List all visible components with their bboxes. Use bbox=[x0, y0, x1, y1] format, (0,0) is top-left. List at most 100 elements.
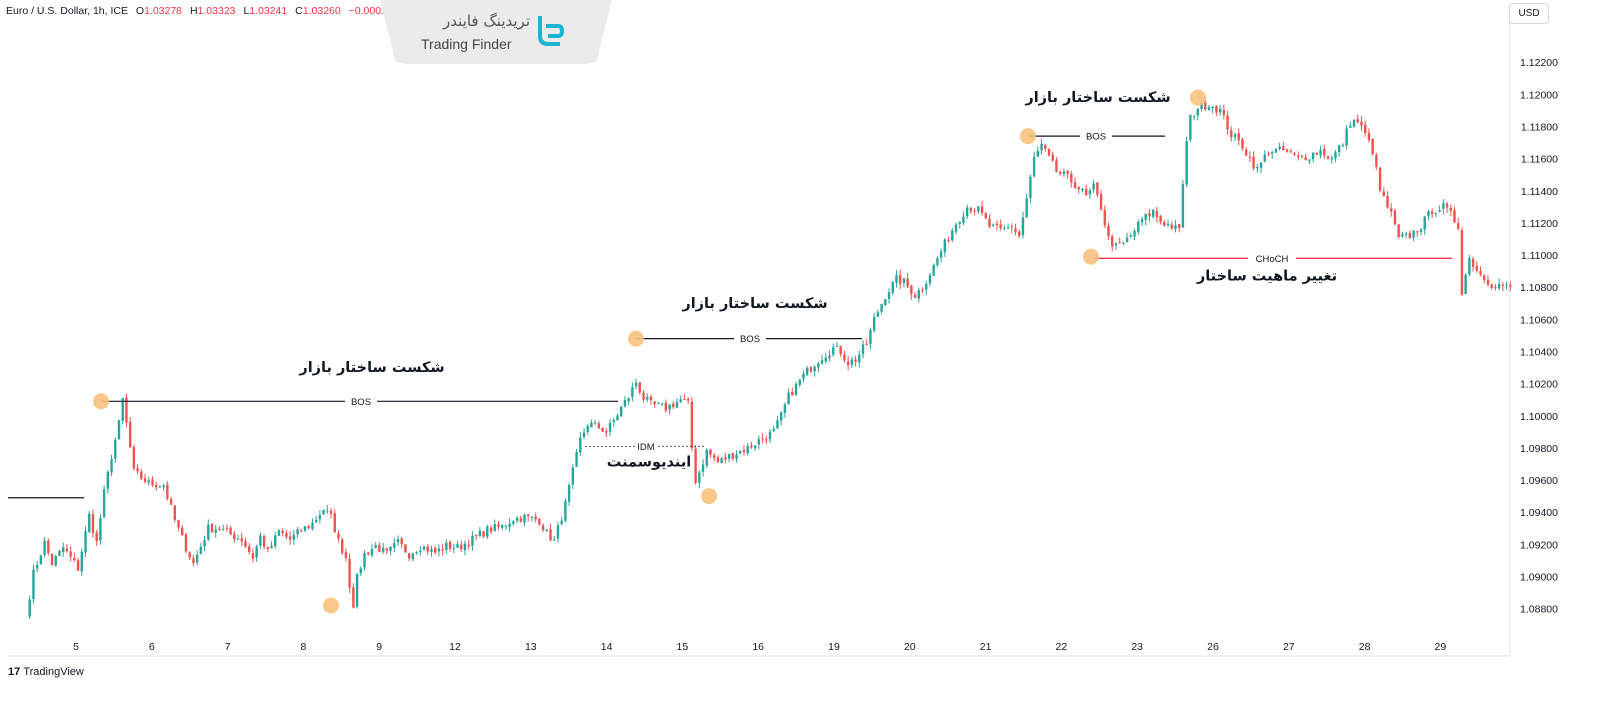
candle-body bbox=[980, 206, 984, 213]
candle-body bbox=[787, 392, 790, 405]
candle-body bbox=[322, 509, 325, 515]
candle-body bbox=[229, 527, 232, 535]
candle-body bbox=[616, 415, 619, 421]
candle-body bbox=[199, 546, 203, 554]
candle-body bbox=[1085, 188, 1088, 196]
candle-body bbox=[370, 549, 374, 556]
x-tick-label[interactable]: 9 bbox=[376, 641, 382, 653]
candle-body bbox=[28, 599, 31, 617]
candle-body bbox=[35, 564, 39, 569]
candle-body bbox=[1166, 223, 1170, 225]
y-tick-label: 1.09200 bbox=[1520, 539, 1558, 551]
x-tick-label[interactable]: 19 bbox=[828, 641, 840, 653]
candle-body bbox=[1233, 134, 1237, 138]
candle-body bbox=[132, 447, 136, 469]
candle-body bbox=[177, 520, 180, 528]
trading-finder-logo-icon bbox=[538, 16, 564, 46]
candle-body bbox=[363, 552, 366, 568]
candle-body bbox=[1204, 102, 1207, 110]
candle-body bbox=[1382, 191, 1385, 196]
x-tick-label[interactable]: 16 bbox=[752, 641, 764, 653]
candle-body bbox=[895, 274, 898, 283]
candle-body bbox=[110, 459, 113, 473]
x-tick-label[interactable]: 6 bbox=[149, 641, 155, 653]
y-tick-label: 1.10000 bbox=[1520, 411, 1558, 423]
x-tick-label[interactable]: 23 bbox=[1131, 641, 1143, 653]
candle-body bbox=[579, 437, 582, 453]
x-tick-label[interactable]: 20 bbox=[904, 641, 916, 653]
candle-body bbox=[1449, 208, 1452, 211]
candle-body bbox=[1445, 203, 1449, 208]
candle-body bbox=[683, 399, 686, 401]
candle-body bbox=[143, 478, 147, 482]
currency-button[interactable]: USD bbox=[1509, 3, 1549, 24]
x-tick-label[interactable]: 12 bbox=[449, 641, 461, 653]
candle-body bbox=[255, 546, 258, 558]
candle-body bbox=[181, 527, 184, 536]
candle-body bbox=[76, 560, 80, 571]
candle-body bbox=[91, 514, 95, 534]
candle-body bbox=[1159, 215, 1162, 223]
candle-body bbox=[482, 531, 485, 537]
candle-body bbox=[575, 451, 578, 467]
candle-body bbox=[292, 534, 296, 540]
candle-body bbox=[1237, 133, 1240, 141]
idm-label: IDM bbox=[637, 442, 655, 453]
candle-body bbox=[727, 454, 731, 459]
candle-body bbox=[236, 538, 240, 540]
candle-body bbox=[806, 368, 809, 375]
candle-body bbox=[1144, 213, 1147, 220]
candle-body bbox=[296, 529, 299, 535]
candle-body bbox=[1092, 183, 1095, 190]
candle-body bbox=[381, 547, 385, 552]
candle-body bbox=[407, 553, 411, 559]
candle-body bbox=[646, 397, 649, 400]
candle-body bbox=[497, 524, 500, 527]
x-tick-label[interactable]: 26 bbox=[1207, 641, 1219, 653]
candle-body bbox=[337, 533, 340, 539]
candle-body bbox=[385, 548, 389, 551]
x-tick-label[interactable]: 7 bbox=[225, 641, 231, 653]
candle-body bbox=[939, 251, 943, 258]
x-tick-label[interactable]: 15 bbox=[677, 641, 689, 653]
x-tick-label[interactable]: 22 bbox=[1056, 641, 1068, 653]
candle-body bbox=[155, 484, 158, 488]
candle-body bbox=[768, 431, 772, 440]
candle-body bbox=[958, 221, 961, 224]
x-tick-label[interactable]: 28 bbox=[1359, 641, 1371, 653]
bos-caption: شکست ساختار بازار bbox=[298, 360, 444, 376]
candle-body bbox=[553, 539, 556, 541]
candle-body bbox=[1081, 188, 1084, 190]
candle-body bbox=[690, 401, 694, 449]
x-tick-label[interactable]: 21 bbox=[980, 641, 992, 653]
candle-body bbox=[184, 534, 188, 552]
candle-body bbox=[1018, 231, 1021, 236]
candle-body bbox=[1252, 156, 1255, 169]
candle-body bbox=[951, 230, 954, 241]
candle-body bbox=[869, 329, 872, 345]
x-tick-label[interactable]: 8 bbox=[300, 641, 306, 653]
x-tick-label[interactable]: 13 bbox=[525, 641, 537, 653]
y-tick-label: 1.09400 bbox=[1520, 507, 1558, 519]
candle-body bbox=[1107, 225, 1110, 237]
candle-body bbox=[448, 541, 452, 549]
close-label: C bbox=[295, 5, 303, 17]
candle-body bbox=[218, 528, 221, 530]
x-tick-label[interactable]: 27 bbox=[1283, 641, 1295, 653]
x-tick-label[interactable]: 14 bbox=[601, 641, 613, 653]
candle-body bbox=[1218, 108, 1222, 113]
candle-body bbox=[411, 553, 415, 560]
candle-body bbox=[58, 550, 61, 556]
open-label: O bbox=[135, 5, 145, 17]
candle-body bbox=[136, 468, 139, 472]
candle-body bbox=[995, 223, 999, 226]
candle-body bbox=[233, 534, 236, 540]
candle-body bbox=[281, 530, 284, 534]
candle-body bbox=[657, 402, 660, 404]
x-tick-label[interactable]: 5 bbox=[73, 641, 79, 653]
candle-body bbox=[1226, 115, 1229, 130]
candle-body bbox=[590, 422, 593, 428]
x-tick-label[interactable]: 29 bbox=[1435, 641, 1447, 653]
